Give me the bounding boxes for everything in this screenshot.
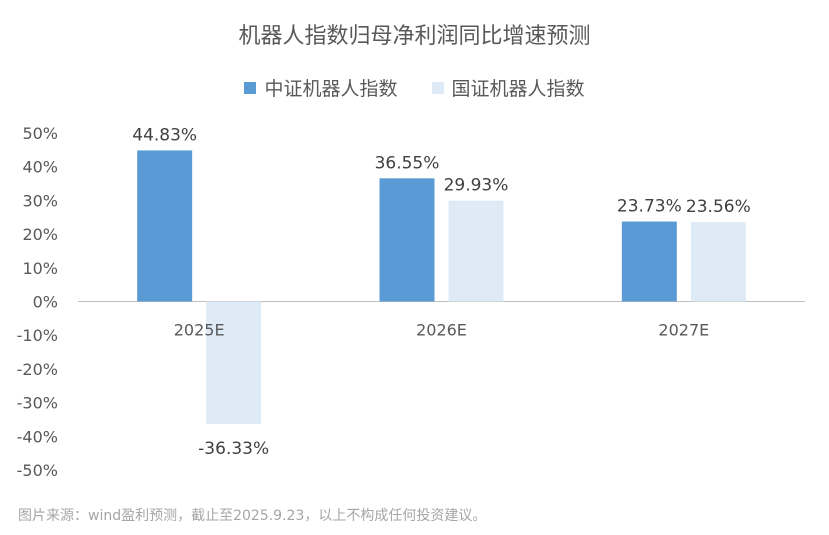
x-tick-label: 2026E [416, 321, 467, 340]
y-tick-label: -50% [17, 461, 58, 480]
y-tick-label: 40% [22, 158, 58, 177]
source-note: 图片来源：wind盈利预测，截止至2025.9.23，以上不构成任何投资建议。 [18, 508, 487, 524]
bar-1 [621, 221, 677, 302]
legend-label-series-2: 国证机器人指数 [451, 78, 585, 100]
y-tick-label: -10% [17, 326, 58, 345]
data-label: 29.93% [444, 176, 509, 196]
y-tick-label: -20% [17, 360, 58, 379]
bar-1 [379, 178, 435, 302]
bar-2 [448, 200, 504, 302]
data-label: 23.56% [686, 197, 751, 217]
legend-item-series-1: 中证机器人指数 [244, 74, 397, 101]
data-label: 23.73% [617, 197, 682, 217]
data-label: 44.83% [132, 125, 197, 145]
legend-label-series-1: 中证机器人指数 [264, 78, 398, 100]
bar-2 [690, 222, 746, 302]
y-tick-label: -30% [17, 394, 58, 413]
y-tick-label: 30% [22, 191, 58, 210]
chart-legend: 中证机器人指数 国证机器人指数 [0, 74, 829, 101]
legend-item-series-2: 国证机器人指数 [431, 74, 585, 101]
x-tick-label: 2025E [174, 321, 225, 340]
y-tick-label: 0% [33, 293, 58, 312]
y-tick-label: 50% [22, 124, 58, 143]
legend-swatch-series-1 [244, 81, 257, 94]
x-tick-label: 2027E [658, 321, 709, 340]
y-tick-label: 20% [22, 225, 58, 244]
chart-title: 机器人指数归母净利润同比增速预测 [238, 24, 591, 49]
bar-1 [137, 150, 193, 302]
bar-2 [206, 301, 262, 424]
data-label: 36.55% [375, 153, 440, 173]
data-label: -36.33% [198, 439, 269, 459]
legend-swatch-series-2 [431, 81, 444, 94]
y-tick-label: 10% [22, 259, 58, 278]
y-tick-label: -40% [17, 427, 58, 446]
